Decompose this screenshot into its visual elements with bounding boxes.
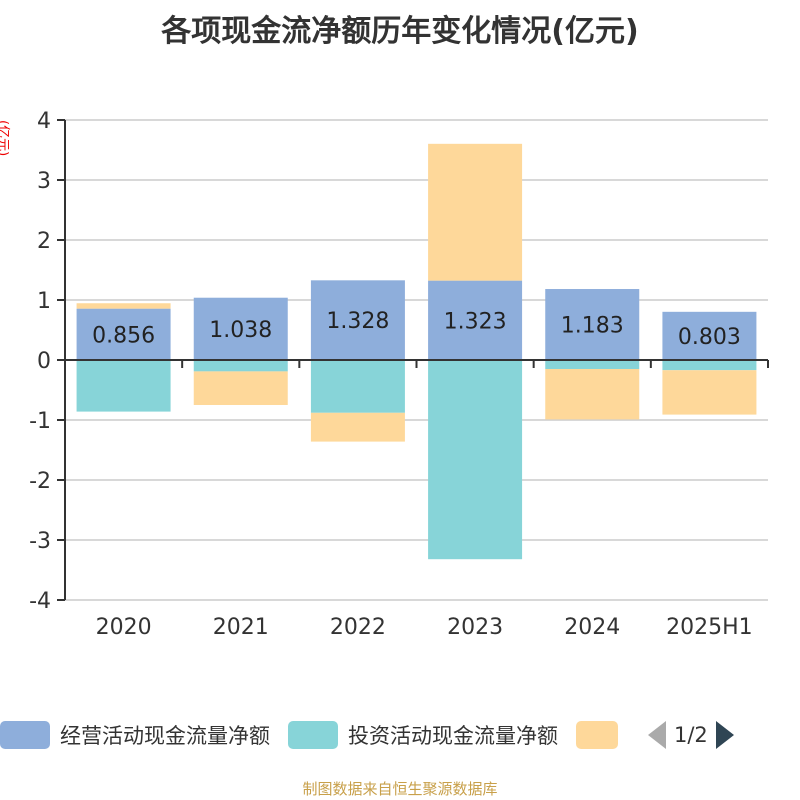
bar-2021-series-2 xyxy=(193,371,288,405)
legend-pager: 1/2 xyxy=(648,721,734,749)
bar-2023-series-0 xyxy=(428,280,523,360)
x-tick-label: 2020 xyxy=(96,615,152,640)
x-tick-label: 2021 xyxy=(213,615,269,640)
chart-title: 各项现金流净额历年变化情况(亿元) xyxy=(161,14,639,49)
data-label: 0.803 xyxy=(678,325,741,350)
y-tick-label: -3 xyxy=(29,529,51,554)
legend-label: 投资活动现金流量净额 xyxy=(348,724,558,748)
x-tick-label: 2025H1 xyxy=(666,615,753,640)
bar-2020-series-0 xyxy=(76,308,171,360)
legend-item-investing[interactable]: 投资活动现金流量净额 xyxy=(288,720,558,750)
x-tick-label: 2024 xyxy=(564,615,620,640)
next-page-icon[interactable] xyxy=(715,721,734,749)
data-label: 1.038 xyxy=(209,318,272,343)
data-label: 1.328 xyxy=(326,309,389,334)
legend-label: 经营活动现金流量净额 xyxy=(60,724,270,748)
y-tick-label: -4 xyxy=(29,589,51,614)
legend-page-indicator: 1/2 xyxy=(674,723,708,747)
y-tick-label: 0 xyxy=(37,349,51,374)
x-tick-label: 2023 xyxy=(447,615,503,640)
bar-2020-series-1 xyxy=(76,360,171,412)
data-label: 1.183 xyxy=(561,314,624,339)
legend-swatch xyxy=(0,721,50,749)
bar-2025H1-series-0 xyxy=(662,311,757,360)
y-tick-label: -1 xyxy=(29,409,51,434)
y-tick-label: 4 xyxy=(37,109,51,134)
bar-2024-series-1 xyxy=(545,360,640,369)
chart-plot: 4 3 2 1 0 -1 -2 -3 -4 0.856 2020 1.038 2021 1.328 2022… xyxy=(29,109,769,640)
y-tick-label: 2 xyxy=(37,229,51,254)
bar-2022-series-1 xyxy=(310,360,405,413)
legend-item-operating[interactable]: 经营活动现金流量净额 xyxy=(0,720,270,750)
bar-2024-series-2 xyxy=(545,369,640,420)
x-tick-label: 2022 xyxy=(330,615,386,640)
prev-page-icon[interactable] xyxy=(648,721,666,749)
bar-2024-series-0 xyxy=(545,289,640,360)
bar-2025H1-series-1 xyxy=(662,360,757,371)
bar-2023-series-1 xyxy=(428,360,523,560)
bar-2021-series-1 xyxy=(193,360,288,372)
bar-2021-series-0 xyxy=(193,297,288,360)
legend-swatch xyxy=(288,721,338,749)
bar-2025H1-series-2 xyxy=(662,370,757,415)
y-tick-label: 3 xyxy=(37,169,51,194)
legend-swatch xyxy=(576,721,618,749)
data-label: 1.323 xyxy=(444,309,507,334)
bar-2023-series-2 xyxy=(428,143,523,281)
legend-item-financing[interactable] xyxy=(576,721,628,749)
source-footer: 制图数据来自恒生聚源数据库 xyxy=(302,780,498,798)
legend: 经营活动现金流量净额 投资活动现金流量净额 1/2 xyxy=(0,718,734,752)
bar-2022-series-2 xyxy=(310,412,405,442)
y-tick-label: 1 xyxy=(37,289,51,314)
y-tick-label: -2 xyxy=(29,469,51,494)
bar-2022-series-0 xyxy=(310,280,405,360)
data-label: 0.856 xyxy=(92,323,155,348)
bar-2020-series-2 xyxy=(76,303,171,309)
